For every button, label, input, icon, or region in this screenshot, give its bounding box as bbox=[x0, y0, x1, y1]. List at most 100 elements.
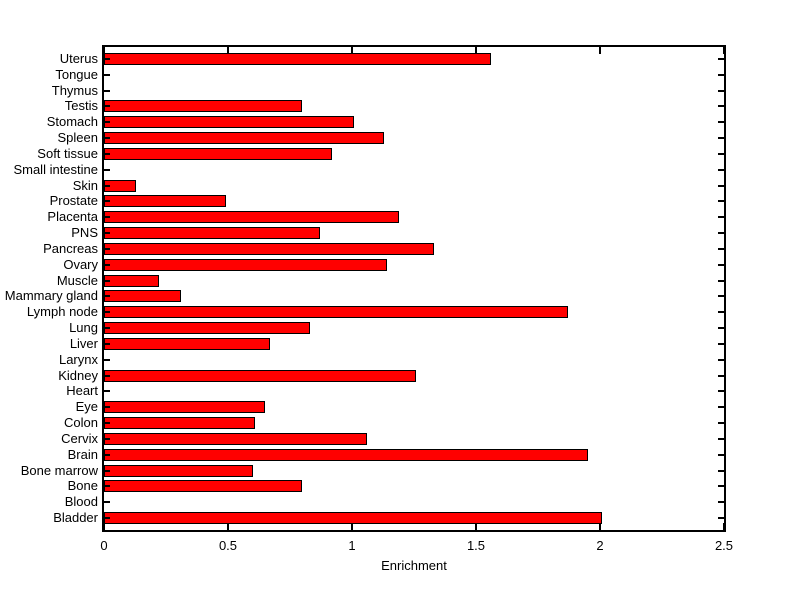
y-tick-label-tongue: Tongue bbox=[55, 66, 98, 82]
plot-canvas bbox=[104, 47, 724, 530]
y-tick-left-skin bbox=[104, 184, 110, 187]
y-tick-left-lung bbox=[104, 327, 110, 330]
y-tick-left-bone bbox=[104, 485, 110, 488]
y-tick-label-placenta: Placenta bbox=[47, 209, 98, 225]
y-tick-label-cervix: Cervix bbox=[61, 430, 98, 446]
bar-lymph-node bbox=[104, 306, 568, 319]
x-tick-bottom-0 bbox=[104, 523, 105, 530]
x-tick-bottom-0-5 bbox=[227, 523, 229, 530]
y-tick-right-soft-tissue bbox=[718, 152, 724, 155]
bar-stomach bbox=[104, 116, 354, 129]
y-tick-label-lung: Lung bbox=[69, 320, 98, 336]
bar-prostate bbox=[104, 195, 226, 208]
y-tick-left-tongue bbox=[104, 73, 110, 76]
x-tick-top-2-5 bbox=[723, 47, 724, 54]
bar-mammary-gland bbox=[104, 290, 181, 303]
y-tick-right-cervix bbox=[718, 437, 724, 440]
y-tick-left-eye bbox=[104, 406, 110, 409]
y-tick-left-cervix bbox=[104, 437, 110, 440]
y-tick-left-placenta bbox=[104, 216, 110, 219]
x-tick-label-2-5: 2.5 bbox=[714, 538, 734, 553]
y-tick-label-uterus: Uterus bbox=[59, 51, 98, 66]
y-tick-label-larynx: Larynx bbox=[58, 351, 98, 367]
y-tick-right-brain bbox=[718, 453, 724, 456]
y-tick-label-pns: PNS bbox=[71, 225, 98, 241]
y-tick-label-bone-marrow: Bone marrow bbox=[20, 462, 98, 478]
y-tick-left-muscle bbox=[104, 279, 110, 282]
y-tick-right-kidney bbox=[718, 374, 724, 377]
y-tick-right-tongue bbox=[718, 73, 724, 76]
x-tick-label-2: 2 bbox=[596, 538, 604, 553]
y-tick-right-lung bbox=[718, 327, 724, 330]
y-tick-label-ovary: Ovary bbox=[63, 256, 98, 272]
bar-pancreas bbox=[104, 242, 434, 255]
y-tick-left-brain bbox=[104, 453, 110, 456]
x-tick-bottom-1-5 bbox=[475, 523, 477, 530]
y-tick-left-kidney bbox=[104, 374, 110, 377]
y-tick-right-testis bbox=[718, 105, 724, 108]
y-tick-label-soft-tissue: Soft tissue bbox=[37, 145, 98, 161]
x-tick-bottom-2 bbox=[599, 523, 601, 530]
bar-bladder bbox=[104, 512, 602, 524]
y-tick-left-bladder bbox=[104, 517, 110, 519]
y-tick-label-colon: Colon bbox=[64, 415, 98, 431]
x-tick-label-1-5: 1.5 bbox=[466, 538, 486, 553]
y-tick-label-eye: Eye bbox=[75, 399, 98, 415]
y-tick-right-placenta bbox=[718, 216, 724, 219]
y-tick-label-blood: Blood bbox=[64, 494, 98, 510]
y-tick-label-brain: Brain bbox=[67, 446, 98, 462]
y-tick-left-ovary bbox=[104, 263, 110, 266]
y-tick-right-liver bbox=[718, 342, 724, 345]
bar-bone bbox=[104, 480, 302, 493]
x-tick-top-1-5 bbox=[475, 47, 477, 54]
x-tick-top-0 bbox=[104, 47, 105, 54]
bar-colon bbox=[104, 417, 255, 430]
y-tick-right-skin bbox=[718, 184, 724, 187]
bar-pns bbox=[104, 227, 320, 240]
y-tick-left-uterus bbox=[104, 58, 110, 60]
bar-brain bbox=[104, 448, 588, 461]
x-tick-top-0-5 bbox=[227, 47, 229, 54]
y-tick-left-soft-tissue bbox=[104, 152, 110, 155]
x-tick-bottom-1 bbox=[351, 523, 353, 530]
y-tick-left-thymus bbox=[104, 89, 110, 92]
y-tick-left-bone-marrow bbox=[104, 469, 110, 472]
plot-area bbox=[102, 45, 726, 532]
bar-soft-tissue bbox=[104, 147, 332, 160]
y-tick-right-muscle bbox=[718, 279, 724, 282]
x-tick-label-1: 1 bbox=[348, 538, 356, 553]
x-tick-top-2 bbox=[599, 47, 601, 54]
y-tick-label-spleen: Spleen bbox=[57, 130, 98, 146]
y-tick-left-liver bbox=[104, 342, 110, 345]
bar-uterus bbox=[104, 53, 491, 65]
bar-liver bbox=[104, 337, 270, 350]
y-tick-label-thymus: Thymus bbox=[51, 82, 98, 98]
y-tick-right-colon bbox=[718, 422, 724, 425]
bar-eye bbox=[104, 401, 265, 414]
y-tick-left-lymph-node bbox=[104, 311, 110, 314]
bar-ovary bbox=[104, 258, 387, 271]
y-tick-right-heart bbox=[718, 390, 724, 393]
y-tick-right-thymus bbox=[718, 89, 724, 92]
y-tick-label-stomach: Stomach bbox=[46, 114, 98, 130]
y-tick-left-mammary-gland bbox=[104, 295, 110, 298]
y-tick-left-colon bbox=[104, 422, 110, 425]
y-tick-label-mammary-gland: Mammary gland bbox=[4, 288, 98, 304]
y-tick-right-lymph-node bbox=[718, 311, 724, 314]
bar-bone-marrow bbox=[104, 464, 253, 477]
x-tick-label-0-5: 0.5 bbox=[218, 538, 238, 553]
y-tick-right-stomach bbox=[718, 121, 724, 124]
y-tick-label-bone: Bone bbox=[67, 478, 98, 494]
y-tick-right-blood bbox=[718, 501, 724, 504]
y-tick-label-prostate: Prostate bbox=[49, 193, 98, 209]
x-axis-title: Enrichment bbox=[381, 558, 447, 573]
y-tick-label-kidney: Kidney bbox=[58, 367, 98, 383]
y-tick-left-heart bbox=[104, 390, 110, 393]
x-tick-bottom-2-5 bbox=[723, 523, 724, 530]
y-tick-right-pns bbox=[718, 232, 724, 235]
y-tick-left-small-intestine bbox=[104, 168, 110, 171]
y-tick-label-lymph-node: Lymph node bbox=[26, 304, 98, 320]
y-tick-label-testis: Testis bbox=[64, 98, 98, 114]
y-tick-left-larynx bbox=[104, 358, 110, 361]
